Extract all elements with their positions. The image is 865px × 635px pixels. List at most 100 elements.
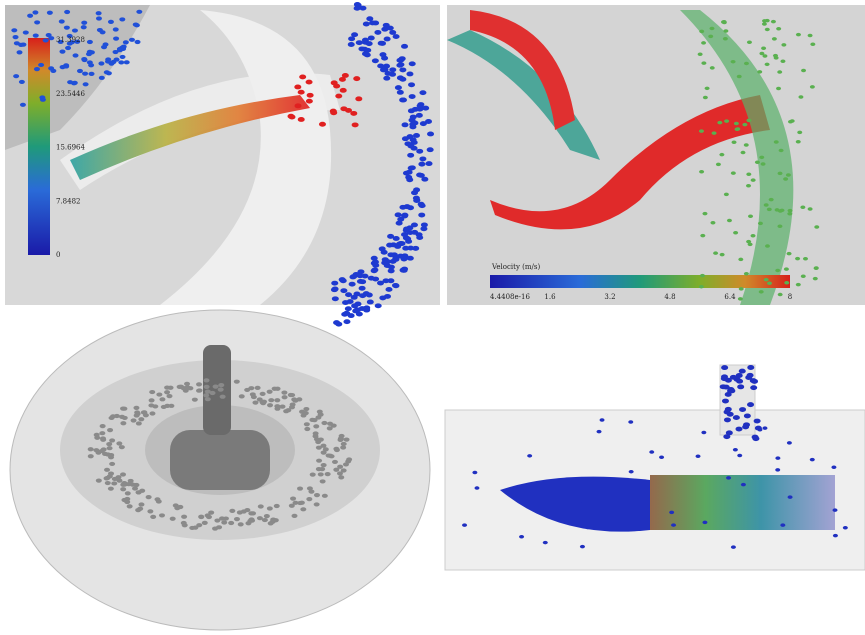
particle [776, 87, 781, 91]
particle [628, 420, 633, 424]
particle [275, 387, 281, 391]
particle [355, 96, 362, 101]
particle [306, 80, 313, 85]
particle [381, 250, 388, 255]
particle [127, 504, 133, 508]
particle [733, 415, 740, 420]
particle [401, 232, 408, 237]
colorbar-label: 8 [788, 293, 792, 301]
particle [181, 515, 187, 519]
particle [59, 19, 65, 23]
particle [109, 61, 115, 65]
particle [796, 33, 801, 37]
particle [397, 254, 404, 259]
particle [386, 243, 393, 248]
particle [107, 474, 113, 478]
particle [727, 412, 734, 417]
particle [795, 257, 800, 261]
particle [363, 22, 370, 27]
particle [739, 287, 744, 291]
particle [397, 62, 404, 67]
particle [769, 198, 774, 202]
particle [133, 406, 139, 410]
particle [708, 35, 713, 39]
particle [419, 203, 426, 208]
particle [787, 212, 792, 216]
particle [747, 373, 754, 378]
particle [359, 286, 366, 291]
particle [405, 175, 412, 180]
particle [808, 34, 813, 38]
particle [733, 231, 738, 235]
particle [96, 11, 102, 15]
particle [747, 40, 752, 44]
particle [279, 405, 285, 409]
particle [774, 140, 779, 144]
particle [344, 438, 350, 442]
particle [472, 471, 477, 475]
particle [99, 431, 105, 435]
particle [413, 196, 420, 201]
particle [267, 403, 273, 407]
particle [81, 57, 87, 61]
particle [250, 511, 256, 515]
particle [427, 147, 434, 152]
particle [699, 285, 704, 289]
particle [17, 50, 23, 54]
particle [27, 14, 33, 18]
particle [89, 50, 95, 54]
particle [34, 20, 40, 24]
particle [348, 42, 355, 47]
particle [744, 272, 749, 276]
particle [726, 476, 731, 480]
particle [814, 266, 819, 270]
particle [257, 516, 263, 520]
particle [777, 225, 782, 229]
particle [197, 388, 203, 392]
particle [338, 438, 344, 442]
particle [204, 385, 210, 389]
particle [727, 219, 732, 223]
particle [168, 386, 174, 390]
particle [744, 62, 749, 66]
particle [47, 11, 53, 15]
particle [776, 27, 781, 31]
particle [629, 470, 634, 474]
particle [129, 38, 135, 42]
particle [742, 123, 747, 127]
particle [342, 300, 349, 305]
particle [705, 87, 710, 91]
particle [394, 244, 401, 249]
particle [257, 397, 263, 401]
particle [747, 365, 754, 370]
particle [354, 302, 361, 307]
particle [267, 390, 273, 394]
particle [724, 119, 729, 123]
particle [340, 106, 347, 111]
particle [713, 251, 718, 255]
particle [332, 296, 339, 301]
particle [739, 407, 746, 412]
particle [710, 221, 715, 225]
particle [318, 438, 324, 442]
particle [727, 388, 734, 393]
particle [701, 61, 706, 64]
particle [585, 526, 590, 530]
colorbar-label: 4.8 [664, 293, 675, 301]
particle [81, 21, 87, 25]
particle [136, 10, 142, 14]
particle [406, 170, 413, 175]
particle [810, 458, 815, 462]
colorbar-label: 3.2 [604, 293, 615, 301]
particle [320, 444, 326, 448]
particle [659, 455, 664, 459]
particle [361, 47, 368, 52]
particle [393, 34, 400, 39]
particle [721, 365, 728, 370]
particle [723, 29, 728, 33]
particle [255, 386, 261, 390]
particle [384, 37, 391, 42]
particle [105, 481, 111, 485]
particle [14, 41, 20, 45]
particle [346, 457, 352, 461]
